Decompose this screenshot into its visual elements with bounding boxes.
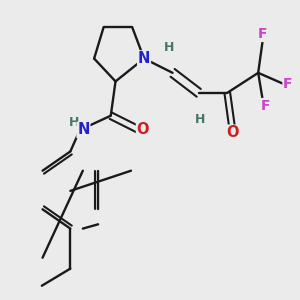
- Text: O: O: [136, 122, 149, 137]
- Text: N: N: [138, 51, 150, 66]
- Text: F: F: [261, 99, 270, 113]
- Text: H: H: [195, 112, 205, 126]
- Text: F: F: [283, 77, 293, 91]
- Text: N: N: [77, 122, 90, 137]
- Text: H: H: [69, 116, 79, 129]
- Text: F: F: [258, 27, 268, 41]
- Text: O: O: [226, 125, 238, 140]
- Text: H: H: [164, 41, 174, 54]
